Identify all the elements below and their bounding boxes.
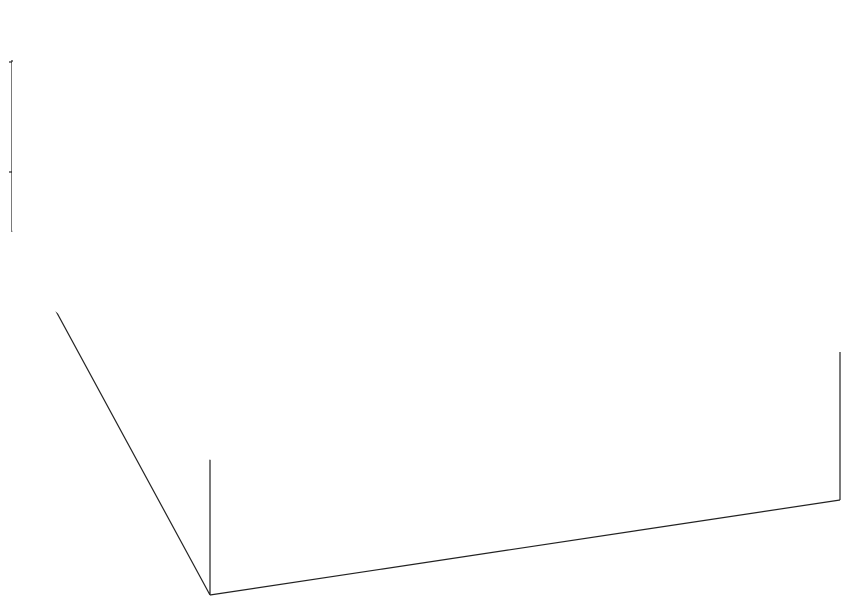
box-edge bbox=[209, 499, 841, 596]
